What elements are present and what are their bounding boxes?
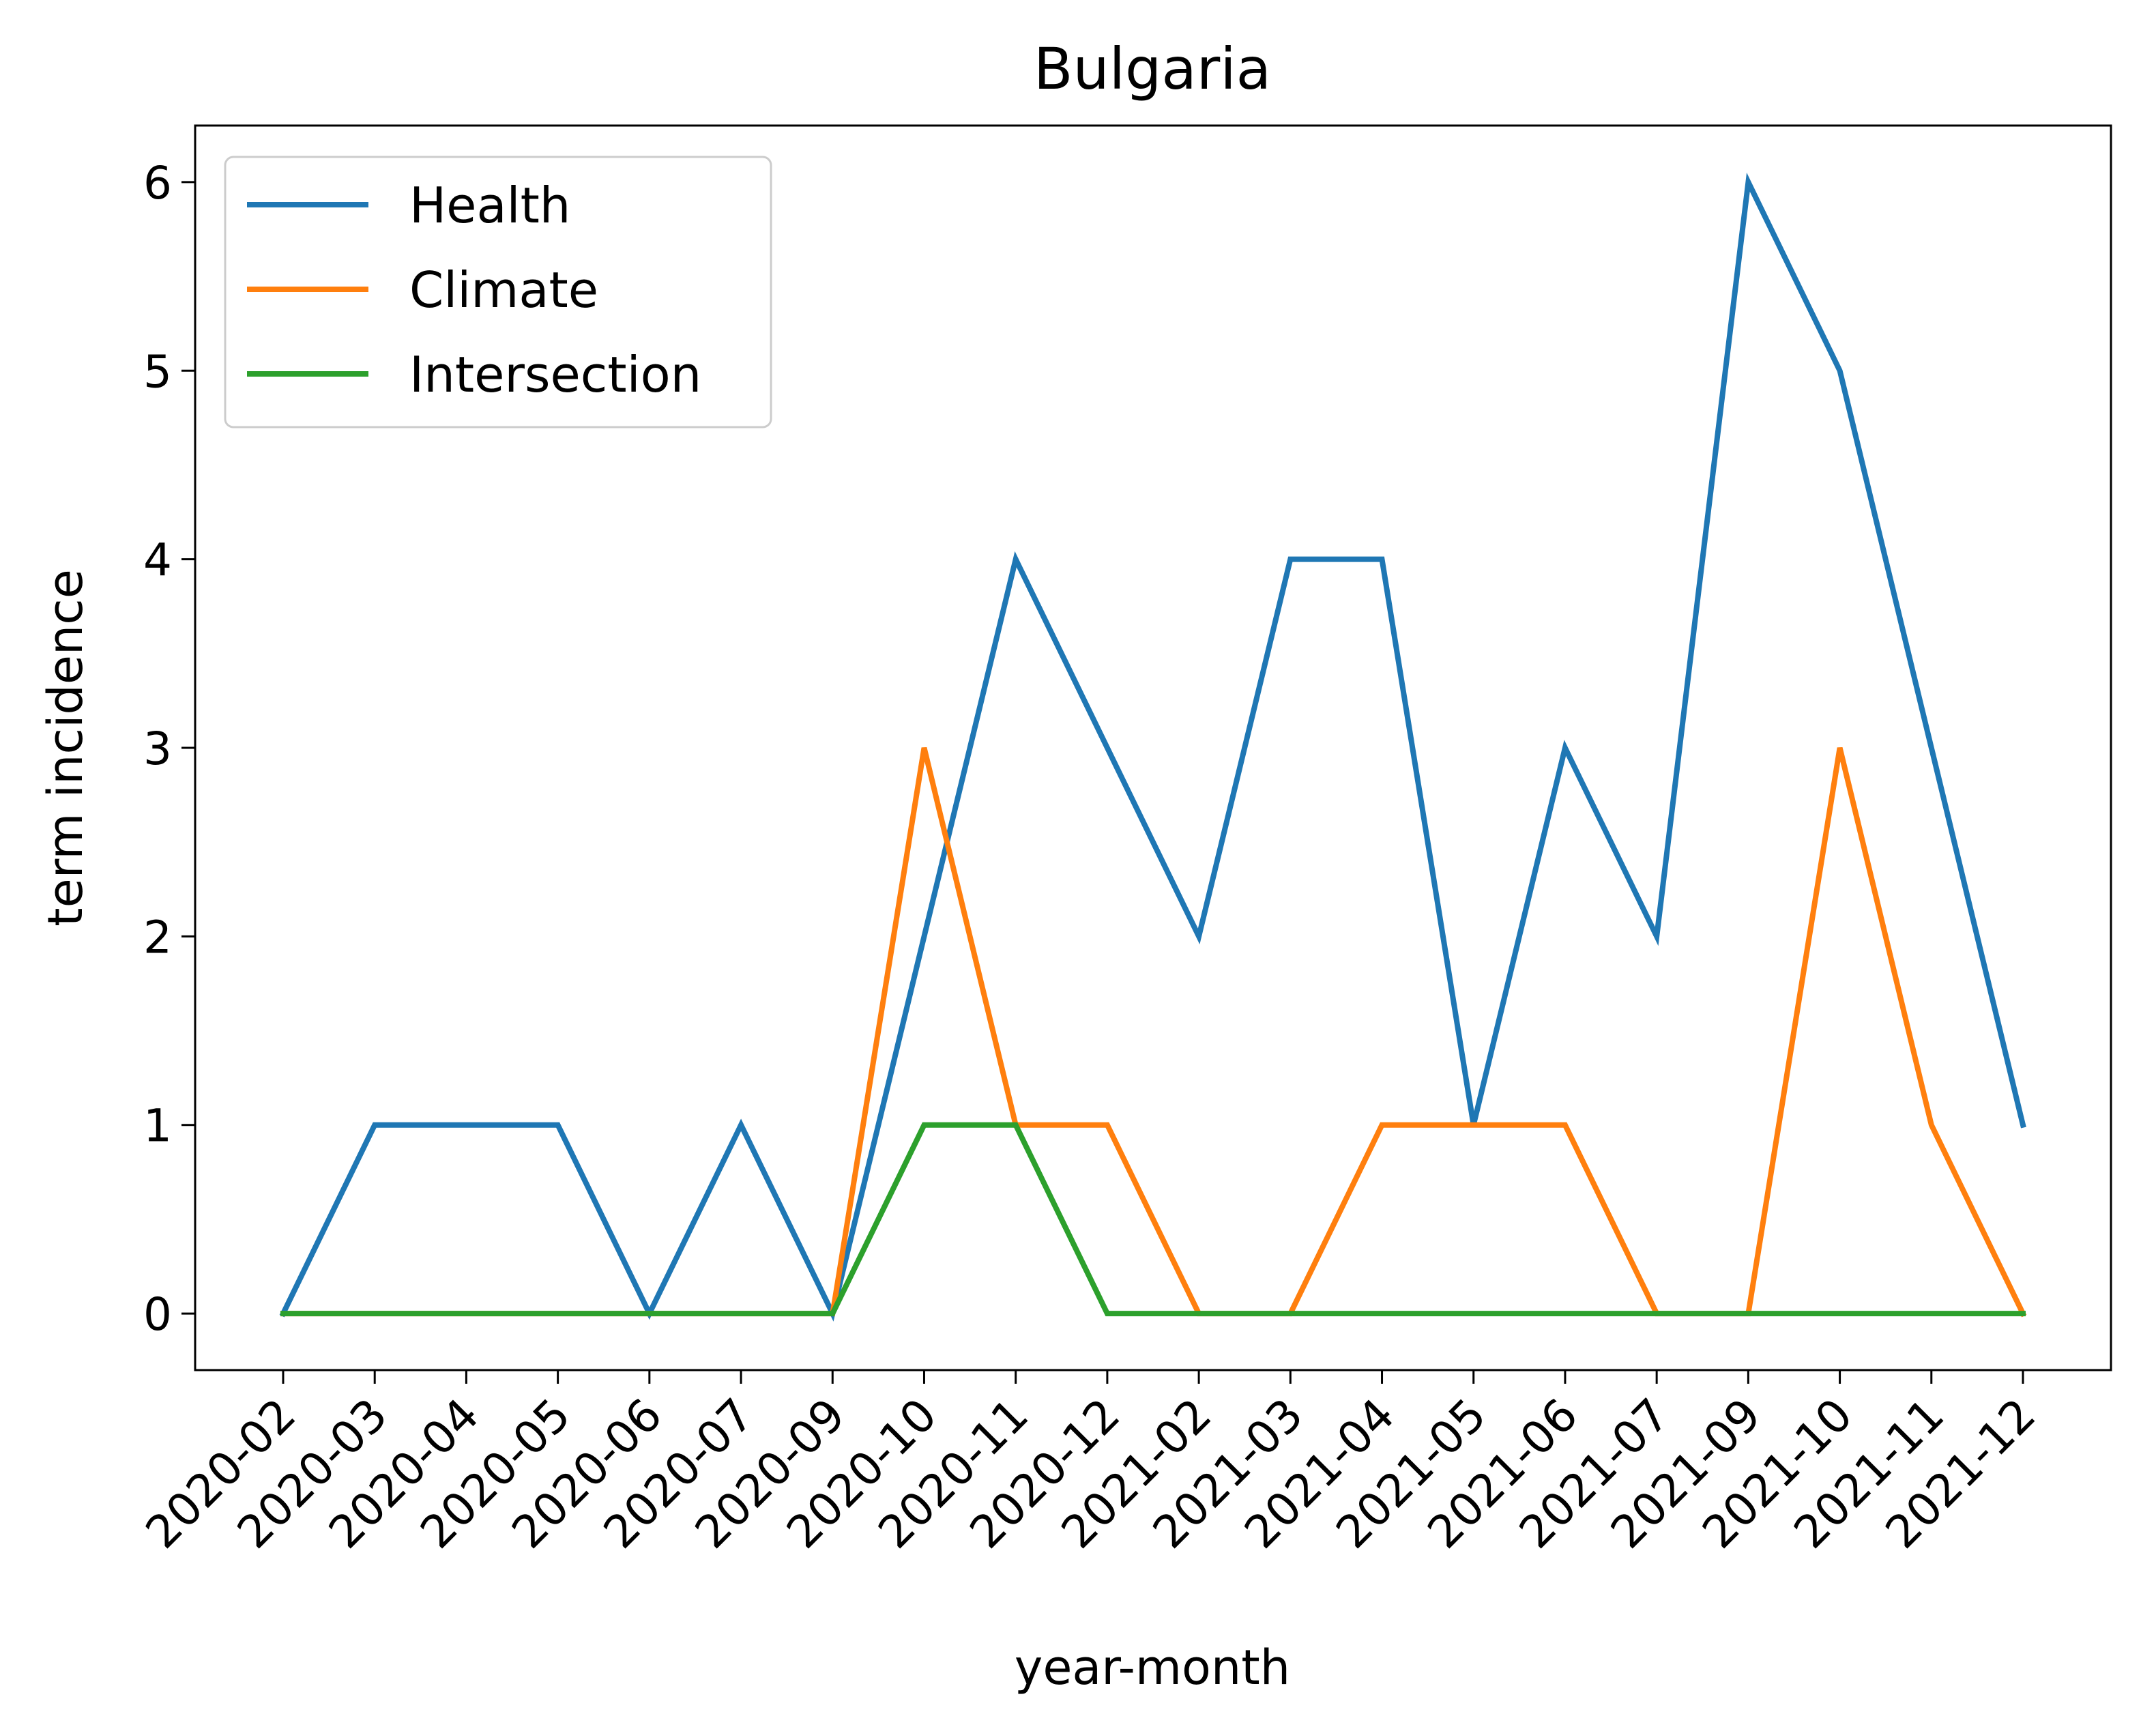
y-axis: 0 1 2 3 4 5 6 xyxy=(143,157,195,1341)
y-tick-label: 1 xyxy=(143,1100,172,1152)
series-line-health xyxy=(279,172,2026,1322)
y-tick-label: 6 xyxy=(143,157,172,209)
y-tick-label: 4 xyxy=(143,534,172,587)
y-tick-label: 2 xyxy=(143,911,172,963)
series-layer xyxy=(279,172,2027,1322)
legend-label-intersection: Intersection xyxy=(409,346,701,403)
x-axis: 2020-022020-032020-042020-052020-062020-… xyxy=(136,1370,2045,1558)
series-line-climate xyxy=(280,747,2027,1318)
y-axis-label: term incidence xyxy=(38,569,93,927)
y-tick-label: 0 xyxy=(143,1288,172,1341)
legend-box xyxy=(224,156,772,428)
legend-label-climate: Climate xyxy=(409,261,598,319)
y-tick-label: 3 xyxy=(143,723,172,775)
chart-title: Bulgaria xyxy=(1034,35,1271,102)
legend: Health Climate Intersection xyxy=(224,156,772,428)
y-tick-label: 5 xyxy=(143,345,172,398)
legend-label-health: Health xyxy=(409,177,570,234)
series-line-intersection xyxy=(280,1122,2026,1317)
x-axis-label: year-month xyxy=(1015,1640,1290,1696)
